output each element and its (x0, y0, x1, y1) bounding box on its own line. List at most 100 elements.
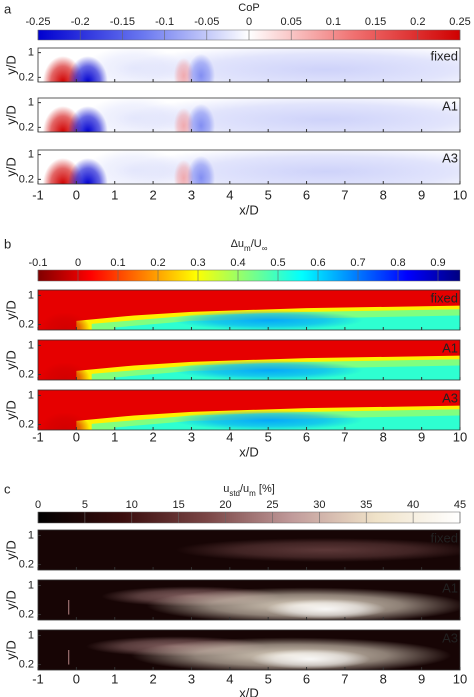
subplot-label: A3 (442, 390, 458, 405)
y-tick-label: 1 (28, 339, 34, 351)
y-tick-label: 0.2 (19, 318, 34, 330)
colorbar-title-part: m (249, 489, 256, 498)
colorbar-title: Δum/U∞ (231, 238, 268, 253)
field-blob (39, 362, 90, 380)
colorbar-tick-label: 45 (454, 499, 466, 511)
y-tick-label: 0.2 (19, 121, 34, 133)
subplot-label: A3 (442, 150, 458, 165)
x-axis-label: x/D (239, 444, 259, 459)
x-tick-label: 8 (380, 671, 387, 686)
x-tick-label: 7 (341, 429, 348, 444)
x-tick-label: 9 (418, 671, 425, 686)
field-blob (39, 412, 90, 430)
x-tick-label: 8 (380, 429, 387, 444)
y-tick-label: 1 (28, 529, 34, 541)
colorbar-tick-label: 0 (35, 499, 41, 511)
x-tick-label: 5 (265, 671, 272, 686)
x-tick-label: 5 (265, 429, 272, 444)
x-tick-label: 0 (73, 187, 80, 202)
colorbar-tick-label: 0.1 (110, 257, 125, 269)
subplot-label: fixed (431, 530, 458, 545)
x-tick-label: 9 (418, 429, 425, 444)
field (38, 390, 460, 430)
subplot-label: fixed (431, 48, 458, 63)
colorbar-title: ustd/um [%] (223, 483, 275, 498)
x-tick-label: -1 (32, 671, 44, 686)
colorbar-tick-label: -0.25 (25, 16, 50, 28)
subplot-label: A3 (442, 630, 458, 645)
field-blob (175, 538, 460, 562)
colorbar (37, 269, 461, 282)
colorbar-tick-label: 25 (266, 499, 278, 511)
y-axis-label: y/D (3, 400, 18, 420)
colorbar-tick-label: 0.8 (390, 257, 405, 269)
subplot-label: A1 (442, 340, 458, 355)
x-tick-label: 3 (188, 671, 195, 686)
subplot-label: A1 (442, 98, 458, 113)
field (38, 340, 460, 380)
y-tick-label: 0.2 (19, 608, 34, 620)
field (38, 290, 460, 330)
y-tick-label: 1 (28, 389, 34, 401)
x-tick-label: 10 (453, 429, 467, 444)
field-blob (39, 312, 90, 330)
y-tick-label: 1 (28, 629, 34, 641)
panel-label: c (4, 481, 11, 496)
colorbar-tick-label: 0.2 (150, 257, 165, 269)
x-tick-label: 6 (303, 429, 310, 444)
plot-frame (37, 629, 461, 671)
x-tick-label: 10 (453, 671, 467, 686)
x-tick-label: 1 (111, 671, 118, 686)
plot-frame (37, 339, 461, 381)
field-blob (173, 410, 364, 430)
colorbar-title-part: m (244, 244, 251, 253)
field-blob (83, 150, 184, 184)
plot-frame (37, 389, 461, 431)
colorbar (37, 511, 461, 524)
y-tick-label: 0.2 (19, 368, 34, 380)
field-blob (187, 155, 216, 184)
colorbar-tick-label: 40 (407, 499, 419, 511)
y-tick-label: 1 (28, 97, 34, 109)
x-tick-label: 2 (149, 429, 156, 444)
field-blob (67, 158, 108, 184)
x-tick-label: 8 (380, 187, 387, 202)
colorbar-tick-label: 20 (219, 499, 231, 511)
colorbar-tick-label: 0.6 (310, 257, 325, 269)
panel-label: b (4, 236, 11, 251)
colorbar-tick-label: -0.2 (71, 16, 90, 28)
plot-frame (37, 47, 461, 83)
colorbar-title-part: std (229, 489, 240, 498)
field (38, 98, 460, 132)
panel-label: a (4, 1, 12, 16)
x-tick-label: 9 (418, 187, 425, 202)
field-blob (83, 98, 184, 132)
field-blob (173, 360, 364, 380)
y-axis-label: y/D (3, 640, 18, 660)
x-tick-label: 1 (111, 429, 118, 444)
y-tick-label: 1 (28, 149, 34, 161)
colorbar-title-part: u (223, 483, 229, 495)
x-tick-label: 3 (188, 187, 195, 202)
x-tick-label: 2 (149, 187, 156, 202)
y-axis-label: y/D (3, 300, 18, 320)
y-tick-label: 0.2 (19, 173, 34, 185)
plot-frame (37, 579, 461, 621)
colorbar-tick-label: 0.2 (410, 16, 425, 28)
y-tick-label: 0.2 (19, 558, 34, 570)
colorbar-tick-label: 0.7 (350, 257, 365, 269)
y-axis-label: y/D (3, 105, 18, 125)
colorbar-tick-label: 30 (313, 499, 325, 511)
x-tick-label: -1 (32, 187, 44, 202)
x-tick-label: 0 (73, 671, 80, 686)
field-blob (67, 56, 108, 82)
field (38, 48, 460, 82)
colorbar-title-part: CoP (238, 2, 259, 14)
y-axis-label: y/D (3, 540, 18, 560)
plot-frame (37, 149, 461, 185)
x-tick-label: 10 (453, 187, 467, 202)
x-tick-label: 4 (226, 187, 233, 202)
y-axis-label: y/D (3, 350, 18, 370)
colorbar-title-part: /u (240, 483, 249, 495)
field-blob (250, 649, 371, 670)
